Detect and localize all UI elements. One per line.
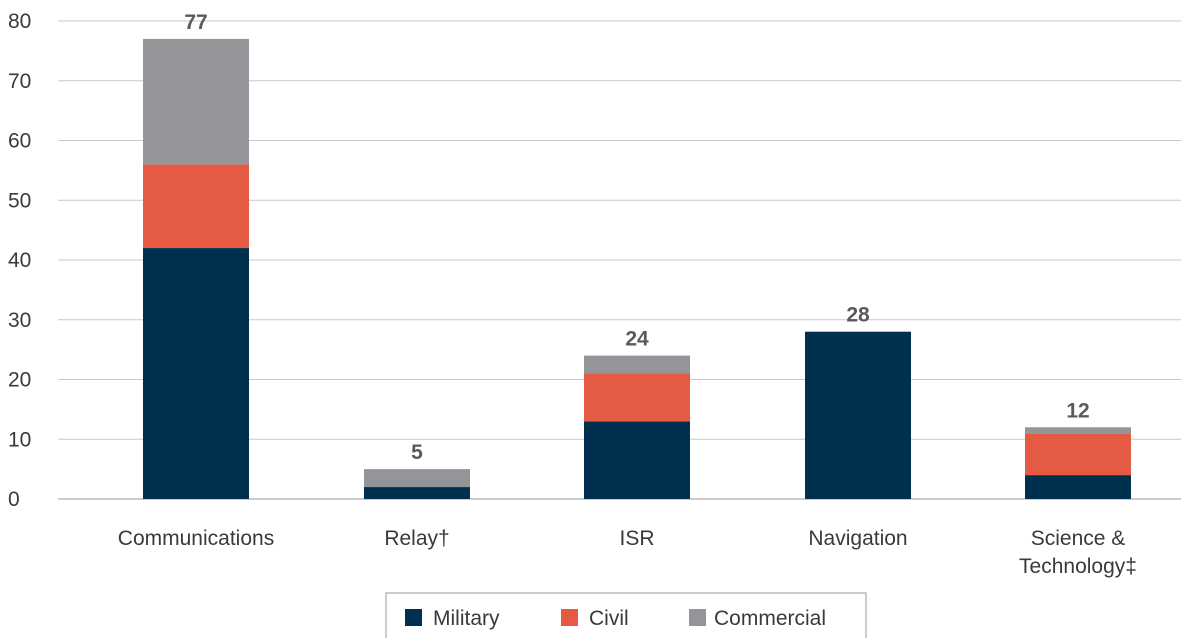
category-label: Navigation [808,527,907,550]
bar-segment-military [1025,475,1131,499]
y-tick-label: 60 [8,130,31,153]
y-tick-label: 70 [8,70,31,93]
total-label: 12 [1066,399,1089,422]
total-label: 77 [184,11,207,34]
y-tick-label: 50 [8,189,31,212]
category-label: Technology‡ [1019,555,1137,578]
total-label: 24 [625,328,649,351]
y-tick-label: 10 [8,428,31,451]
y-tick-label: 20 [8,369,31,392]
bar-segment-civil [584,373,690,422]
legend-label-civil: Civil [589,607,629,630]
bar-segment-military [805,331,911,499]
total-label: 28 [846,304,870,327]
legend-box [385,592,867,638]
y-tick-label: 80 [8,10,31,33]
y-tick-label: 0 [8,488,20,511]
category-label: Communications [118,527,274,550]
legend-label-commercial: Commercial [714,607,826,630]
category-label: Science & [1031,527,1126,550]
bar-segment-civil [1025,433,1131,476]
total-label: 5 [411,441,423,464]
category-label: Relay† [384,527,449,550]
bar-segment-commercial [1025,427,1131,434]
bar-segment-civil [143,164,249,249]
bar-segment-commercial [143,38,249,165]
legend-swatch-commercial [689,609,706,626]
bar-segment-military [364,487,470,499]
legend-swatch-civil [561,609,578,626]
bar-segment-commercial [364,469,470,488]
bar-segment-commercial [584,355,690,374]
legend-swatch-military [405,609,422,626]
y-tick-label: 40 [8,249,31,272]
legend-label-military: Military [433,607,500,630]
bar-segment-military [143,248,249,499]
y-tick-label: 30 [8,309,31,332]
category-label: ISR [619,527,654,550]
bar-segment-military [584,421,690,499]
